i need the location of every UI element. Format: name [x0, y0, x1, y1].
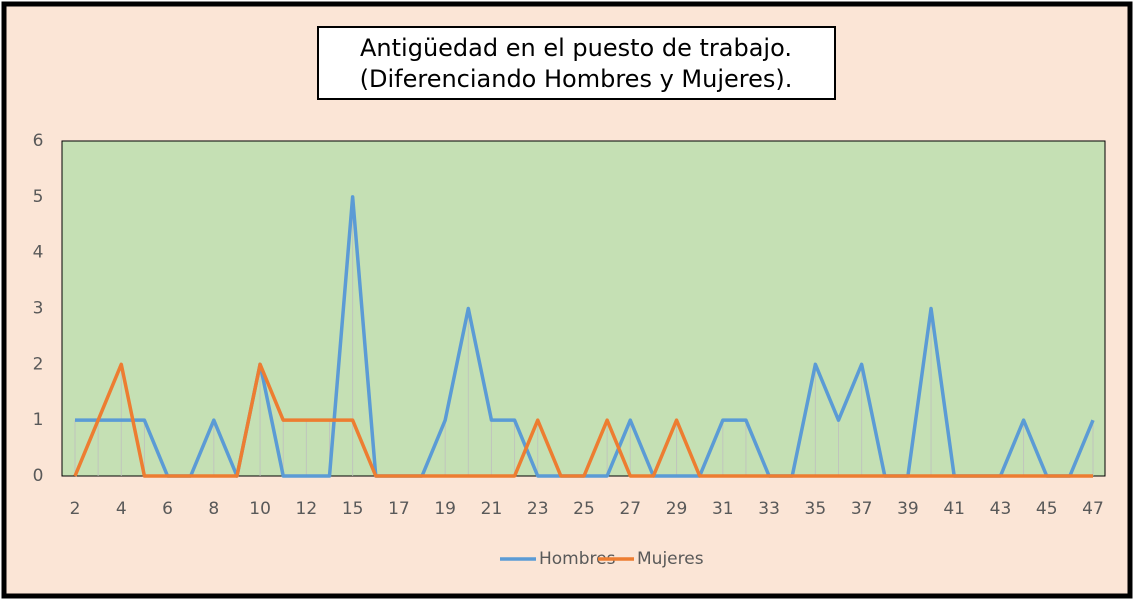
- x-tick-label: 21: [481, 499, 503, 519]
- y-tick-label: 0: [33, 466, 44, 486]
- x-tick-label: 10: [249, 499, 271, 519]
- x-tick-label: 33: [758, 499, 780, 519]
- y-tick-label: 2: [33, 354, 44, 374]
- x-tick-label: 19: [434, 499, 456, 519]
- legend-label: Mujeres: [637, 549, 704, 569]
- x-tick-label: 39: [897, 499, 919, 519]
- y-tick-label: 6: [33, 131, 44, 151]
- x-tick-label: 35: [805, 499, 827, 519]
- x-tick-label: 17: [388, 499, 410, 519]
- legend-label: Hombres: [539, 549, 616, 569]
- chart-title: (Diferenciando Hombres y Mujeres).: [360, 65, 793, 93]
- x-tick-label: 23: [527, 499, 549, 519]
- y-tick-label: 4: [33, 243, 44, 263]
- x-tick-label: 45: [1036, 499, 1058, 519]
- y-tick-label: 1: [33, 410, 44, 430]
- x-tick-label: 8: [208, 499, 219, 519]
- chart-title: Antigüedad en el puesto de trabajo.: [360, 34, 792, 62]
- x-tick-label: 12: [296, 499, 318, 519]
- y-tick-label: 5: [33, 187, 44, 207]
- x-tick-label: 27: [619, 499, 641, 519]
- x-tick-label: 4: [116, 499, 127, 519]
- x-tick-label: 47: [1082, 499, 1104, 519]
- title-box: [317, 26, 836, 100]
- series-line: [73, 362, 1093, 478]
- x-tick-label: 29: [666, 499, 688, 519]
- x-tick-label: 2: [70, 499, 81, 519]
- x-tick-label: 6: [162, 499, 173, 519]
- x-tick-label: 41: [943, 499, 965, 519]
- y-tick-label: 3: [33, 299, 44, 319]
- x-tick-label: 37: [851, 499, 873, 519]
- x-tick-label: 25: [573, 499, 595, 519]
- x-tick-label: 15: [342, 499, 364, 519]
- x-tick-label: 31: [712, 499, 734, 519]
- x-tick-label: 43: [990, 499, 1012, 519]
